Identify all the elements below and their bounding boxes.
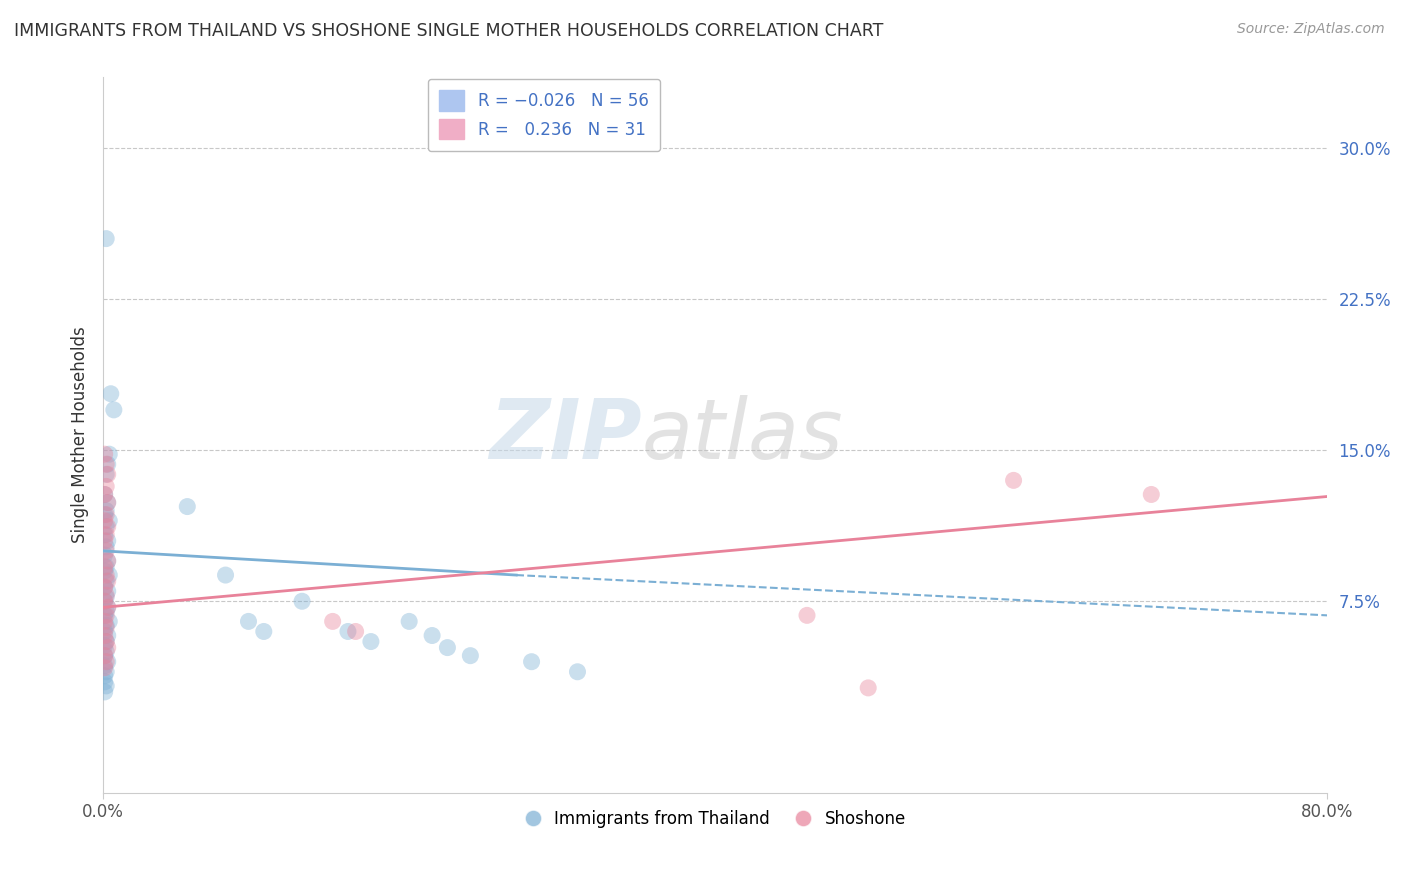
Point <box>97 628 120 642</box>
Point <box>97 655 120 669</box>
Point <box>344 624 367 639</box>
Point <box>93 580 115 594</box>
Point <box>93 648 115 663</box>
Text: atlas: atlas <box>641 394 844 475</box>
Point <box>96 467 118 482</box>
Point <box>796 608 818 623</box>
Point <box>436 640 458 655</box>
Point <box>97 495 120 509</box>
Text: IMMIGRANTS FROM THAILAND VS SHOSHONE SINGLE MOTHER HOUSEHOLDS CORRELATION CHART: IMMIGRANTS FROM THAILAND VS SHOSHONE SIN… <box>14 22 883 40</box>
Point <box>97 600 120 615</box>
Legend: Immigrants from Thailand, Shoshone: Immigrants from Thailand, Shoshone <box>517 803 912 834</box>
Point <box>96 608 118 623</box>
Y-axis label: Single Mother Households: Single Mother Households <box>72 326 89 543</box>
Point <box>96 645 118 659</box>
Point <box>96 540 118 554</box>
Point <box>96 604 118 618</box>
Point <box>93 594 115 608</box>
Point <box>93 685 115 699</box>
Point <box>93 560 115 574</box>
Point <box>291 594 314 608</box>
Point <box>96 479 118 493</box>
Point <box>93 514 115 528</box>
Point <box>97 519 120 533</box>
Point <box>97 495 120 509</box>
Point <box>460 648 482 663</box>
Point <box>238 615 260 629</box>
Point <box>98 514 121 528</box>
Point <box>93 564 115 578</box>
Point <box>97 574 120 588</box>
Point <box>96 519 118 533</box>
Point <box>93 447 115 461</box>
Point <box>97 640 120 655</box>
Text: Source: ZipAtlas.com: Source: ZipAtlas.com <box>1237 22 1385 37</box>
Point <box>96 620 118 634</box>
Point <box>96 591 118 605</box>
Point <box>98 568 121 582</box>
Point <box>96 588 118 602</box>
Point <box>93 669 115 683</box>
Point <box>96 528 118 542</box>
Point <box>98 615 121 629</box>
Point <box>97 584 120 599</box>
Point <box>398 615 420 629</box>
Point <box>858 681 880 695</box>
Point <box>93 639 115 653</box>
Point <box>96 457 118 471</box>
Text: ZIP: ZIP <box>489 394 641 475</box>
Point <box>1140 487 1163 501</box>
Point <box>93 658 115 673</box>
Point <box>96 544 118 558</box>
Point <box>322 615 344 629</box>
Point <box>96 618 118 632</box>
Point <box>93 648 115 663</box>
Point <box>214 568 236 582</box>
Point <box>96 634 118 648</box>
Point <box>97 600 120 615</box>
Point <box>93 548 115 562</box>
Point <box>97 533 120 548</box>
Point <box>420 628 443 642</box>
Point <box>93 628 115 642</box>
Point <box>96 574 118 588</box>
Point <box>96 232 118 246</box>
Point <box>360 634 382 648</box>
Point <box>520 655 543 669</box>
Point <box>93 624 115 639</box>
Point <box>176 500 198 514</box>
Point <box>253 624 276 639</box>
Point <box>96 568 118 582</box>
Point <box>93 508 115 522</box>
Point <box>98 447 121 461</box>
Point <box>93 674 115 689</box>
Point <box>93 580 115 594</box>
Point <box>567 665 589 679</box>
Point <box>93 487 115 501</box>
Point <box>93 594 115 608</box>
Point <box>96 655 118 669</box>
Point <box>100 386 122 401</box>
Point <box>96 665 118 679</box>
Point <box>96 634 118 648</box>
Point <box>93 533 115 548</box>
Point <box>93 661 115 675</box>
Point <box>96 503 118 517</box>
Point <box>103 402 125 417</box>
Point <box>336 624 359 639</box>
Point <box>93 487 115 501</box>
Point <box>93 615 115 629</box>
Point <box>97 554 120 568</box>
Point <box>97 467 120 482</box>
Point <box>96 679 118 693</box>
Point <box>1002 474 1025 488</box>
Point <box>93 528 115 542</box>
Point <box>93 608 115 623</box>
Point <box>96 508 118 522</box>
Point <box>97 554 120 568</box>
Point <box>97 457 120 471</box>
Point <box>96 560 118 574</box>
